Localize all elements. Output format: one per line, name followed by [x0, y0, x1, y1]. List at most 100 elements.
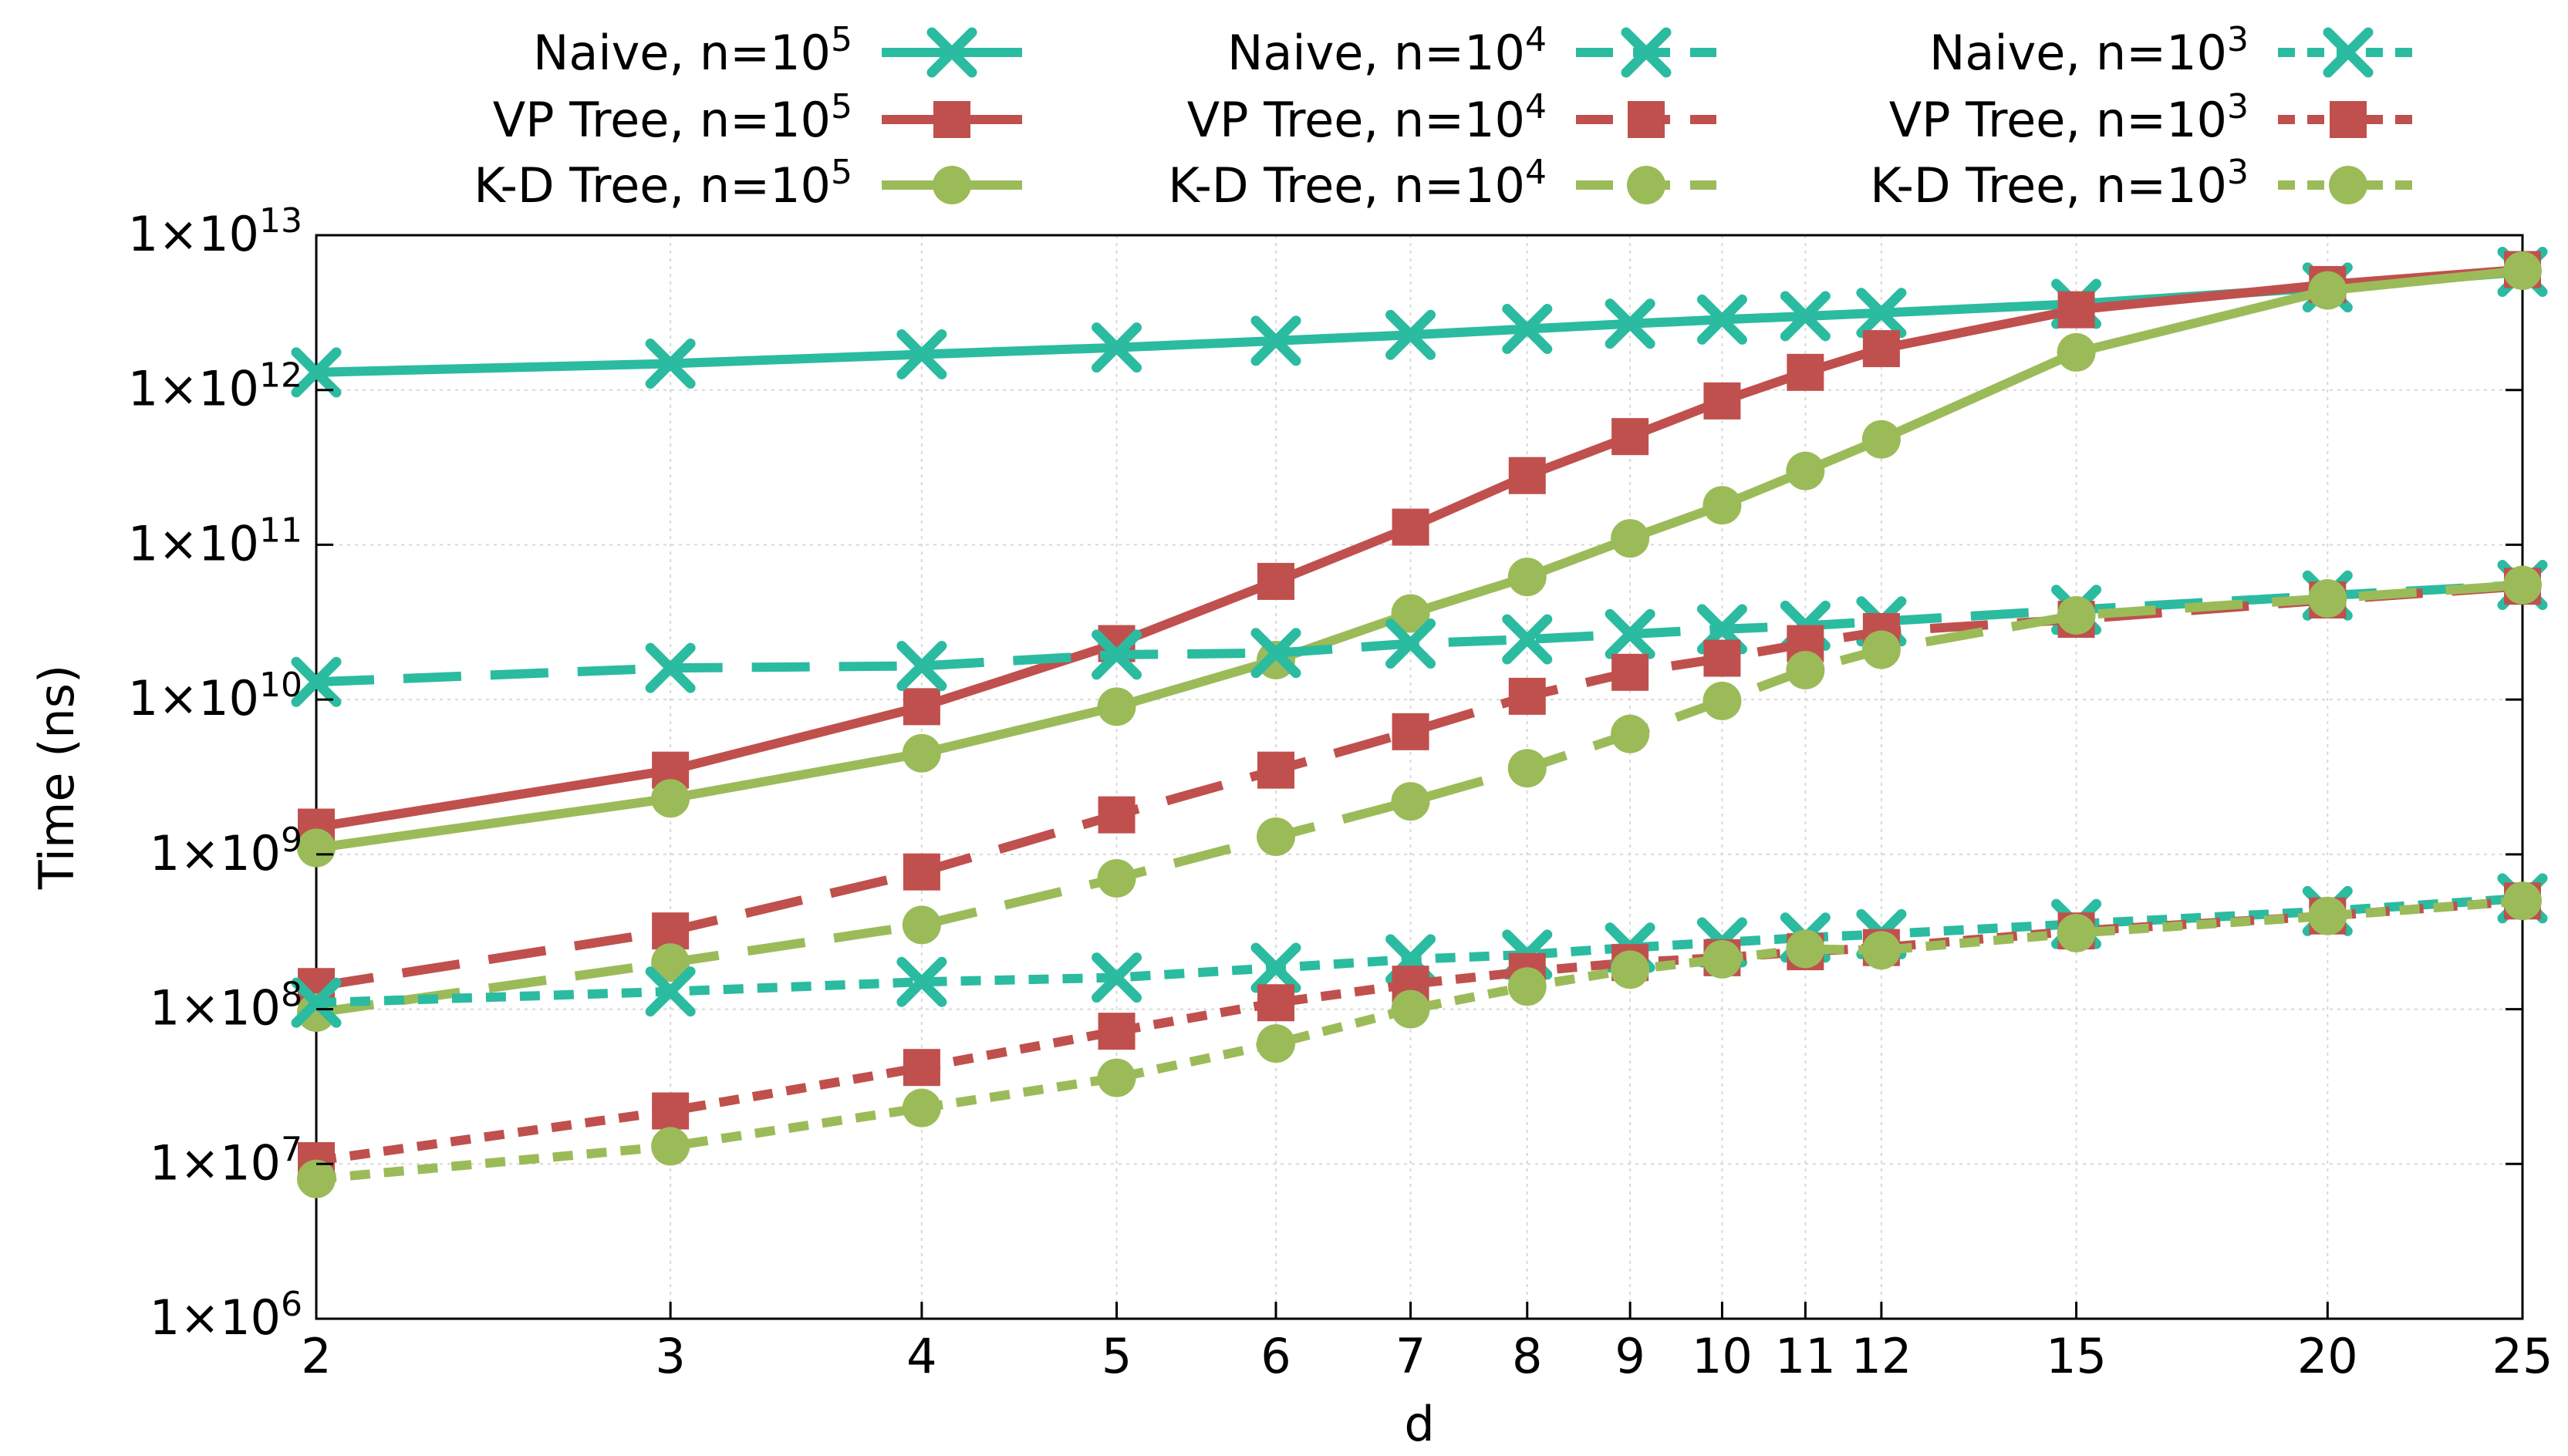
- x-marker-stroke: [1092, 322, 1142, 373]
- legend-item: K-D Tree, n=105: [474, 153, 1022, 214]
- circle-marker: [1097, 858, 1136, 898]
- x-marker: [1605, 298, 1655, 349]
- x-marker-stroke: [1092, 952, 1142, 1003]
- legend-item: Naive, n=105: [533, 20, 1022, 81]
- x-marker-stroke: [1092, 629, 1142, 680]
- y-axis-label: Time (ns): [29, 665, 85, 890]
- x-marker: [1502, 614, 1553, 665]
- x-tick-label: 2: [301, 1328, 331, 1384]
- square-marker: [1392, 508, 1429, 546]
- x-marker: [2323, 27, 2374, 78]
- circle-marker: [1702, 939, 1742, 979]
- legend-item: Naive, n=103: [1929, 20, 2418, 81]
- x-tick-label: 4: [906, 1328, 936, 1384]
- legend-item: VP Tree, n=104: [1187, 87, 1716, 148]
- legend-label: K-D Tree, n=104: [1168, 153, 1547, 214]
- circle-marker: [2503, 251, 2542, 290]
- square-marker: [2057, 291, 2095, 329]
- circle-marker: [1861, 420, 1901, 459]
- legend-item: Naive, n=104: [1227, 20, 1716, 81]
- x-marker-stroke: [291, 656, 342, 707]
- x-marker-stroke: [1385, 618, 1436, 669]
- circle-marker: [1257, 817, 1296, 856]
- circle-marker: [1611, 714, 1650, 753]
- circle-marker: [1257, 1024, 1296, 1063]
- circle-marker: [1861, 630, 1901, 669]
- circle-marker: [651, 779, 690, 818]
- legend-item: K-D Tree, n=103: [1870, 153, 2418, 214]
- legend-item: VP Tree, n=105: [493, 87, 1022, 148]
- x-marker: [896, 640, 947, 691]
- x-marker: [1092, 629, 1142, 680]
- x-marker-stroke: [645, 966, 696, 1017]
- circle-marker: [1627, 166, 1665, 204]
- x-marker: [645, 642, 696, 693]
- x-marker-stroke: [896, 640, 947, 691]
- x-marker-stroke: [1502, 304, 1553, 355]
- circle-marker: [2503, 565, 2542, 605]
- series-line: [316, 265, 2523, 832]
- square-marker: [2330, 101, 2367, 138]
- x-tick-label: 6: [1260, 1328, 1291, 1384]
- legend-label: K-D Tree, n=103: [1870, 153, 2249, 214]
- axes-layer: 2 3 4 5 6 7 8 9 10 11 12 15 20 25 1×106 1×107 1×108 1×109…: [128, 201, 2553, 1384]
- x-marker-stroke: [896, 956, 947, 1007]
- series-2: [297, 251, 2542, 868]
- circle-marker: [297, 828, 336, 868]
- circle-marker: [1507, 967, 1547, 1006]
- series-line: [316, 580, 2523, 1017]
- square-marker: [1508, 677, 1546, 715]
- x-tick-label: 10: [1692, 1328, 1753, 1384]
- series-line: [316, 580, 2523, 687]
- x-marker-stroke: [1250, 942, 1301, 993]
- circle-marker: [1611, 519, 1650, 558]
- x-tick-label: 5: [1102, 1328, 1132, 1384]
- x-marker-stroke: [291, 347, 342, 398]
- x-marker: [1621, 27, 1672, 78]
- series-line: [316, 266, 2523, 853]
- x-marker-stroke: [645, 339, 696, 389]
- square-marker: [1257, 562, 1295, 600]
- square-marker: [1787, 353, 1824, 391]
- y-tick-label: 1×1011: [128, 511, 302, 571]
- circle-marker: [1097, 687, 1136, 726]
- x-marker-stroke: [2323, 27, 2374, 78]
- x-marker-stroke: [1250, 628, 1301, 679]
- circle-marker: [2308, 271, 2347, 310]
- circle-marker: [2308, 579, 2347, 618]
- x-marker: [1250, 942, 1301, 993]
- square-marker: [1098, 796, 1136, 834]
- x-marker: [1250, 315, 1301, 366]
- circle-marker: [1861, 931, 1901, 970]
- circle-marker: [1097, 1058, 1136, 1097]
- x-marker: [1696, 294, 1747, 345]
- series-line: [316, 267, 2523, 377]
- legend-label: VP Tree, n=104: [1187, 87, 1547, 148]
- y-tick-label: 1×1012: [128, 356, 302, 417]
- legend-label: Naive, n=103: [1929, 20, 2249, 81]
- circle-marker: [651, 943, 690, 982]
- square-marker: [1508, 457, 1546, 494]
- series-5: [297, 565, 2542, 1033]
- circle-marker: [297, 1159, 336, 1198]
- x-tick-label: 8: [1512, 1328, 1542, 1384]
- circle-marker: [902, 1088, 941, 1127]
- x-marker: [645, 966, 696, 1017]
- x-marker-stroke: [645, 642, 696, 693]
- circle-marker: [1786, 929, 1825, 969]
- square-marker: [1392, 713, 1429, 750]
- x-axis-label: d: [1404, 1396, 1434, 1452]
- x-tick-label: 20: [2297, 1328, 2358, 1384]
- x-marker-stroke: [1385, 309, 1436, 360]
- legend-label: VP Tree, n=105: [493, 87, 852, 148]
- circle-marker: [651, 1127, 690, 1166]
- series-8: [297, 881, 2542, 1198]
- circle-marker: [1786, 451, 1825, 490]
- x-tick-label: 3: [655, 1328, 685, 1384]
- x-marker: [291, 656, 342, 707]
- x-marker: [1385, 618, 1436, 669]
- circle-marker: [2057, 332, 2096, 372]
- square-marker: [903, 853, 940, 891]
- circle-marker: [1391, 594, 1430, 633]
